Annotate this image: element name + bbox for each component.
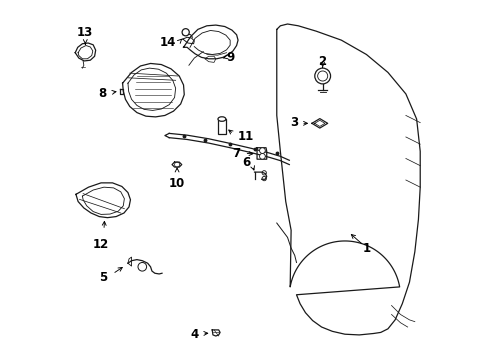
Circle shape xyxy=(314,68,330,84)
Circle shape xyxy=(259,148,265,153)
Circle shape xyxy=(182,29,189,36)
Text: 2: 2 xyxy=(318,55,326,68)
Circle shape xyxy=(174,162,179,167)
Text: 4: 4 xyxy=(190,328,198,341)
Text: 1: 1 xyxy=(362,242,370,255)
Text: 11: 11 xyxy=(237,130,253,143)
Text: 8: 8 xyxy=(98,87,106,100)
Circle shape xyxy=(262,176,266,181)
Text: 7: 7 xyxy=(232,147,240,160)
Ellipse shape xyxy=(218,117,225,121)
Text: 3: 3 xyxy=(289,116,298,129)
Circle shape xyxy=(138,262,146,271)
Bar xyxy=(218,119,225,134)
Text: 5: 5 xyxy=(99,271,107,284)
Text: 6: 6 xyxy=(242,156,250,169)
Text: 14: 14 xyxy=(159,36,175,49)
Circle shape xyxy=(262,171,266,175)
Text: 12: 12 xyxy=(93,238,109,251)
Circle shape xyxy=(317,71,327,81)
Text: 13: 13 xyxy=(77,26,93,40)
Text: 9: 9 xyxy=(226,51,234,64)
Text: 10: 10 xyxy=(168,177,184,190)
Circle shape xyxy=(259,153,265,159)
